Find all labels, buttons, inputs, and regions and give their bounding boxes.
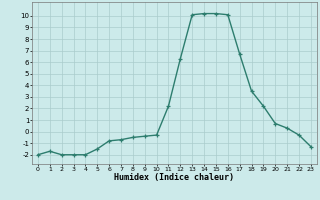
X-axis label: Humidex (Indice chaleur): Humidex (Indice chaleur) [115,173,234,182]
